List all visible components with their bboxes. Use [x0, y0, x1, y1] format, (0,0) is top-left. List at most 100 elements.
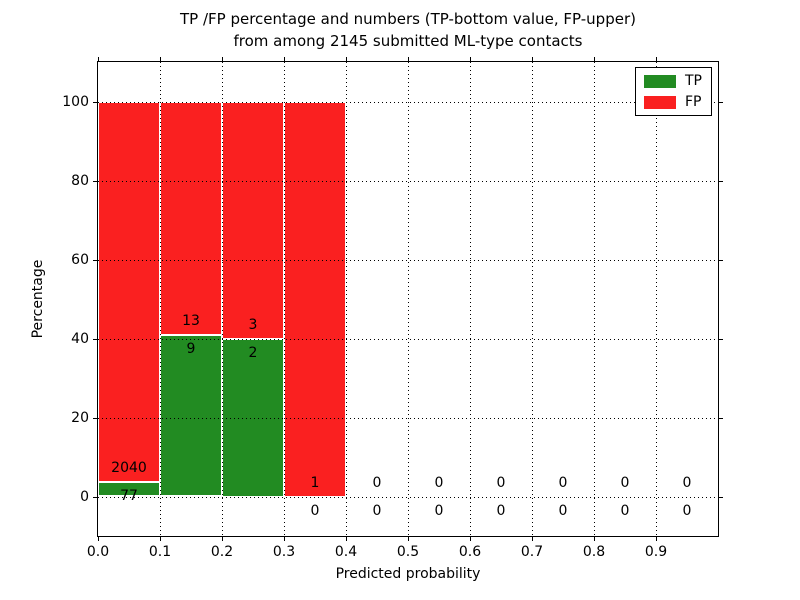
fp-bar — [222, 101, 284, 339]
x-tick — [98, 537, 99, 541]
fp-count-label: 0 — [372, 474, 382, 491]
fp-bar — [160, 101, 222, 335]
legend-label-fp: FP — [685, 94, 702, 110]
y-tick — [93, 101, 97, 103]
grid-x-line — [160, 62, 161, 536]
x-tick-label: 0.5 — [396, 544, 420, 560]
tp-bar — [98, 482, 160, 497]
x-tick-label: 0.1 — [148, 544, 172, 560]
grid-x-line — [532, 62, 533, 536]
grid-x-line — [594, 62, 595, 536]
y-tick — [93, 180, 97, 182]
x-tick — [532, 537, 533, 541]
x-tick-top — [408, 57, 409, 61]
y-tick-label: 40 — [71, 330, 89, 347]
legend: TP FP — [635, 67, 712, 116]
fp-count-label: 0 — [558, 474, 568, 491]
y-tick-right — [719, 259, 723, 261]
x-tick-top — [160, 57, 161, 61]
tp-count-label: 0 — [558, 502, 568, 519]
grid-y-line — [98, 101, 718, 103]
y-tick-label: 80 — [71, 172, 89, 189]
x-tick-top — [532, 57, 533, 61]
grid-x-line — [284, 62, 285, 536]
y-tick-label: 20 — [71, 409, 89, 426]
tp-count-label: 0 — [372, 502, 382, 519]
y-tick-right — [719, 101, 723, 103]
grid-y-line — [98, 417, 718, 419]
x-tick-top — [656, 57, 657, 61]
y-tick-right — [719, 180, 723, 182]
x-tick-top — [470, 57, 471, 61]
grid-y-line — [98, 496, 718, 498]
grid-x-line — [470, 62, 471, 536]
x-tick — [656, 537, 657, 541]
x-tick — [594, 537, 595, 541]
y-tick-label: 60 — [71, 251, 89, 268]
tp-count-label: 77 — [120, 488, 138, 505]
tp-count-label: 0 — [682, 502, 692, 519]
tp-count-label: 0 — [620, 502, 630, 519]
x-tick-label: 0.9 — [644, 544, 668, 560]
fp-bar — [284, 101, 346, 497]
x-tick-label: 0.2 — [210, 544, 234, 560]
fp-count-label: 0 — [682, 474, 692, 491]
grid-y-line — [98, 338, 718, 340]
fp-count-label: 0 — [620, 474, 630, 491]
x-tick — [222, 537, 223, 541]
tp-count-label: 0 — [310, 502, 320, 519]
x-tick-label: 0.3 — [272, 544, 296, 560]
fp-bar — [98, 101, 160, 483]
legend-entry-tp: TP — [644, 74, 702, 88]
tp-bar — [160, 334, 222, 497]
y-axis-label: Percentage — [30, 259, 46, 339]
grid-y-line — [98, 259, 718, 261]
x-tick — [470, 537, 471, 541]
fp-count-label: 0 — [434, 474, 444, 491]
tp-count-label: 0 — [434, 502, 444, 519]
x-tick-label: 0.4 — [334, 544, 358, 560]
chart-title-line2: from among 2145 submitted ML-type contac… — [233, 32, 583, 50]
x-tick-top — [346, 57, 347, 61]
chart-title-line1: TP /FP percentage and numbers (TP-bottom… — [180, 10, 636, 28]
x-tick-label: 0.7 — [520, 544, 544, 560]
grid-x-line — [656, 62, 657, 536]
grid-x-line — [346, 62, 347, 536]
fp-count-label: 13 — [182, 312, 200, 329]
legend-swatch-fp — [644, 95, 676, 109]
plot-area: 2040 77 13 9 3 2 1 0 0 0 0 0 0 0 0 0 0 0 0 0 0.0 0.1 0.2 0.3 0.4… — [62, 57, 723, 560]
tp-count-label: 2 — [248, 344, 258, 361]
y-tick — [93, 259, 97, 261]
y-tick-right — [719, 338, 723, 340]
x-axis-label: Predicted probability — [335, 566, 481, 582]
y-tick-label: 0 — [80, 488, 89, 505]
tp-count-label: 0 — [496, 502, 506, 519]
x-tick-top — [284, 57, 285, 61]
y-tick-right — [719, 417, 723, 419]
grid-x-line — [222, 62, 223, 536]
x-tick-label: 0.0 — [86, 544, 110, 560]
chart-title: TP /FP percentage and numbers (TP-bottom… — [97, 8, 719, 52]
fp-count-label: 3 — [248, 316, 258, 333]
x-tick — [408, 537, 409, 541]
y-tick — [93, 338, 97, 340]
grid-x-line — [408, 62, 409, 536]
y-tick-label: 100 — [62, 93, 89, 110]
x-tick-label: 0.6 — [458, 544, 482, 560]
grid-y-line — [98, 180, 718, 182]
y-tick — [93, 496, 97, 498]
fp-count-label: 2040 — [111, 460, 147, 477]
x-tick — [160, 537, 161, 541]
x-tick-top — [594, 57, 595, 61]
fp-count-label: 1 — [310, 474, 320, 491]
legend-entry-fp: FP — [644, 95, 702, 109]
x-tick-label: 0.8 — [582, 544, 606, 560]
x-tick-top — [98, 57, 99, 61]
legend-label-tp: TP — [685, 73, 702, 89]
y-tick-right — [719, 496, 723, 498]
tp-count-label: 9 — [186, 340, 196, 357]
x-tick — [284, 537, 285, 541]
fp-count-label: 0 — [496, 474, 506, 491]
x-tick — [346, 537, 347, 541]
